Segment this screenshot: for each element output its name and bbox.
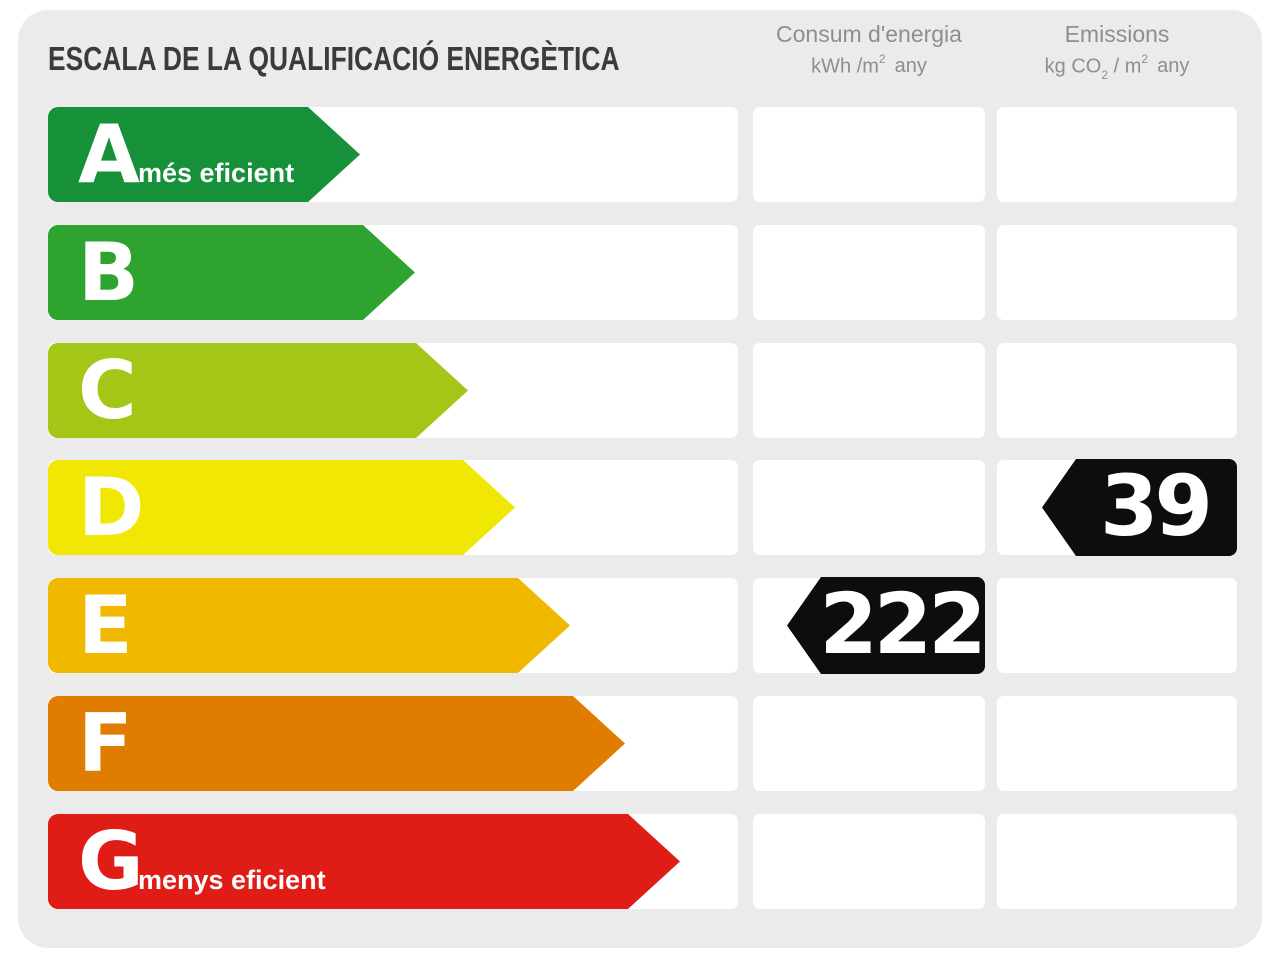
emissions-cell <box>997 578 1237 673</box>
consum-cell <box>753 460 985 555</box>
consum-cell <box>753 107 985 202</box>
consum-unit-post: any <box>894 55 927 78</box>
page-title: ESCALA DE LA QUALIFICACIÓ ENERGÈTICA <box>48 40 620 77</box>
emissions-value-arrow: 39 <box>1042 459 1237 556</box>
emissions-cell <box>997 107 1237 202</box>
grade-row-c: C <box>48 343 1237 438</box>
emissions-unit-sub: 2 <box>1101 68 1109 83</box>
consum-cell <box>753 343 985 438</box>
column-header-emissions: Emissions kg CO2 / m2 any <box>997 20 1237 83</box>
grade-arrow-e: E <box>48 578 570 673</box>
consum-value: 222 <box>819 574 985 673</box>
grade-letter: D <box>78 461 145 554</box>
emissions-header-unit: kg CO2 / m2 any <box>997 51 1237 83</box>
grade-arrow-f: F <box>48 696 625 791</box>
consum-value-arrow: 222 <box>787 577 985 674</box>
consum-header-label: Consum d'energia <box>776 21 962 47</box>
grade-row-a: A més eficient <box>48 107 1237 202</box>
grade-row-g: G menys eficient <box>48 814 1237 909</box>
grade-arrow-d: D <box>48 460 515 555</box>
grade-letter: A <box>78 108 140 201</box>
grade-arrow-a: A més eficient <box>48 107 360 202</box>
emissions-unit-mid: / m <box>1108 55 1142 78</box>
column-header-consum: Consum d'energia kWh /m2 any <box>753 20 985 79</box>
grade-note-least-efficient: menys eficient <box>138 865 326 895</box>
grade-letter: B <box>78 226 139 319</box>
emissions-cell <box>997 814 1237 909</box>
consum-unit-pre: kWh /m <box>811 55 879 78</box>
grade-letter: G <box>78 815 144 908</box>
emissions-unit-sup: 2 <box>1141 51 1149 66</box>
grade-arrow-g: G menys eficient <box>48 814 680 909</box>
emissions-header-label: Emissions <box>1064 21 1170 47</box>
emissions-unit-post: any <box>1157 55 1190 78</box>
consum-cell <box>753 225 985 320</box>
consum-header-unit: kWh /m2 any <box>753 51 985 80</box>
grade-arrow-b: B <box>48 225 415 320</box>
emissions-cell <box>997 696 1237 791</box>
consum-cell <box>753 696 985 791</box>
emissions-cell <box>997 225 1237 320</box>
consum-cell <box>753 814 985 909</box>
grade-row-d: D <box>48 460 1237 555</box>
grade-letter: C <box>78 344 137 437</box>
grade-letter: E <box>78 579 133 672</box>
grade-row-e: E <box>48 578 1237 673</box>
consum-unit-sup: 2 <box>878 51 886 66</box>
emissions-cell <box>997 343 1237 438</box>
grade-row-f: F <box>48 696 1237 791</box>
grade-arrow-c: C <box>48 343 468 438</box>
emissions-unit-pre: kg CO <box>1044 55 1102 78</box>
grade-note-most-efficient: més eficient <box>138 158 295 188</box>
grade-row-b: B <box>48 225 1237 320</box>
emissions-value: 39 <box>1100 456 1213 555</box>
grade-letter: F <box>78 697 133 790</box>
